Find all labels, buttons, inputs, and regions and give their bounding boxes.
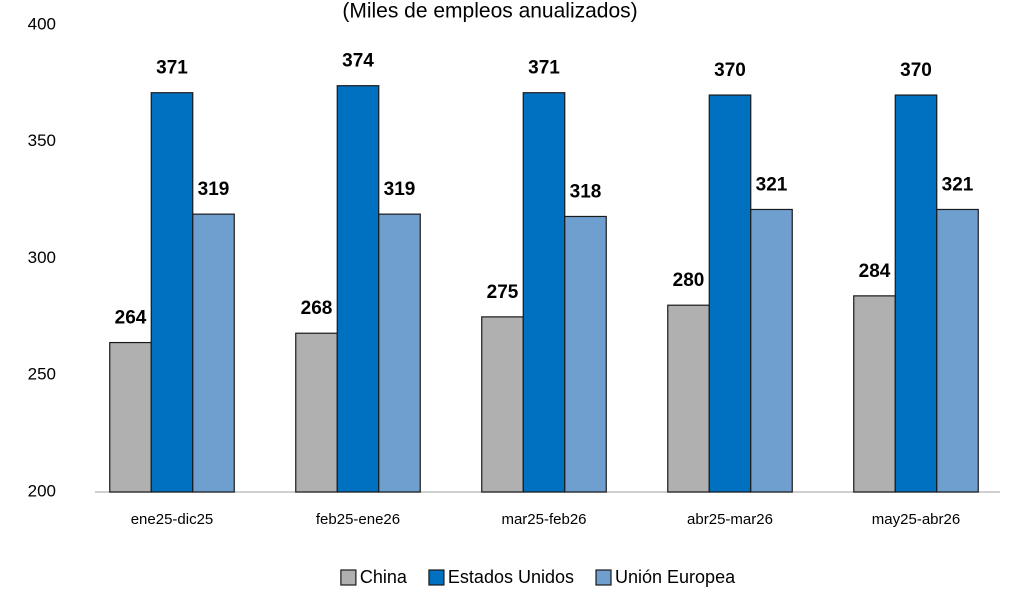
data-label: 284 [859, 261, 891, 282]
data-label: 370 [900, 60, 932, 81]
bar [295, 332, 338, 493]
legend-swatch [595, 569, 612, 586]
legend-label: Estados Unidos [448, 567, 574, 587]
bar [936, 208, 979, 493]
data-label: 371 [156, 58, 188, 79]
y-tick-label: 300 [28, 248, 56, 267]
data-label: 374 [342, 51, 374, 72]
bar [192, 213, 235, 493]
bar [336, 85, 380, 493]
data-label: 319 [198, 179, 230, 200]
data-label: 370 [714, 60, 746, 81]
legend-label: China [360, 567, 408, 587]
bar [109, 341, 152, 493]
data-label: 268 [301, 298, 333, 319]
y-tick-label: 400 [28, 14, 56, 33]
data-label: 321 [756, 174, 788, 195]
y-tick-label: 350 [28, 131, 56, 150]
y-tick-label: 250 [28, 365, 56, 384]
bar [853, 295, 896, 493]
data-label: 371 [528, 58, 560, 79]
data-label: 318 [570, 181, 602, 202]
bar [378, 213, 421, 493]
data-label: 264 [115, 308, 147, 329]
data-label: 321 [942, 174, 974, 195]
y-tick-label: 200 [28, 481, 56, 500]
x-tick-label: abr25-mar26 [687, 511, 773, 528]
x-tick-label: ene25-dic25 [131, 511, 214, 528]
bar [150, 92, 194, 493]
bar [894, 94, 938, 493]
bar [750, 208, 793, 493]
bar [708, 94, 752, 493]
x-tick-label: may25-abr26 [872, 511, 960, 528]
bar [481, 316, 524, 493]
chart-subtitle: (Miles de empleos anualizados) [342, 0, 637, 23]
bar [667, 304, 710, 493]
legend-label: Unión Europea [615, 567, 736, 587]
data-label: 280 [673, 270, 705, 291]
legend-swatch [340, 569, 357, 586]
data-label: 275 [487, 282, 519, 303]
bar [522, 92, 566, 493]
bar [564, 215, 607, 493]
x-tick-label: feb25-ene26 [316, 511, 400, 528]
x-tick-label: mar25-feb26 [501, 511, 586, 528]
legend-swatch [428, 569, 445, 586]
data-label: 319 [384, 179, 416, 200]
